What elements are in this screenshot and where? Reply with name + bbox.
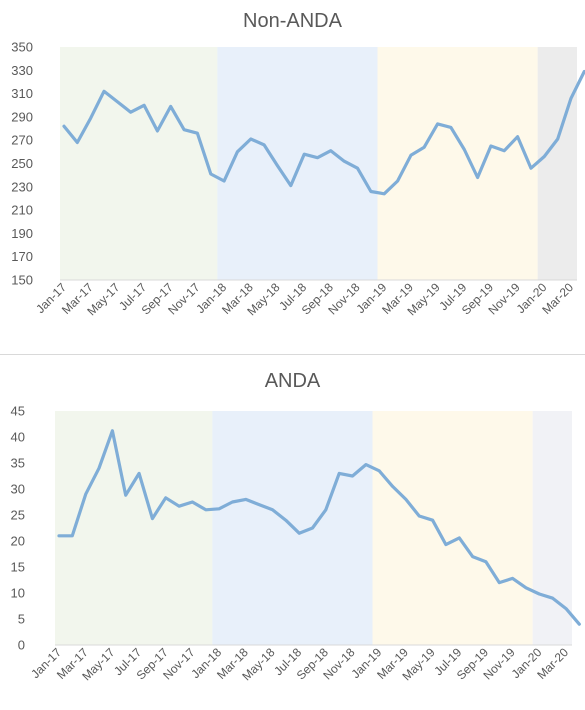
- y-tick-label: 270: [11, 133, 33, 148]
- chart-title: ANDA: [264, 370, 321, 392]
- non-anda-chart: Non-ANDA 150 170 190 210 230 250 270 290 310 330 3…: [0, 0, 585, 352]
- year-band-2: [372, 411, 533, 645]
- y-tick-label: 250: [11, 156, 33, 171]
- y-tick-label: 230: [11, 179, 33, 194]
- year-band-2: [377, 47, 538, 280]
- y-tick-label: 15: [11, 560, 25, 575]
- y-tick-label: 40: [11, 430, 25, 445]
- year-band-0: [55, 411, 213, 645]
- non-anda-plot: 150170190210230250270290310330350Jan-17M…: [11, 40, 585, 318]
- y-tick-label: 45: [11, 404, 25, 419]
- y-tick-label: 290: [11, 109, 33, 124]
- y-tick-label: 10: [11, 586, 25, 601]
- y-tick-label: 30: [11, 482, 25, 497]
- y-tick-label: 35: [11, 456, 25, 471]
- anda-chart: ANDA 0 5 10 15 20 25 30 35 40 45 Jan-17 Mar-17 May-1…: [0, 358, 585, 710]
- y-tick-label: 330: [11, 63, 33, 78]
- y-tick-label: 170: [11, 249, 33, 264]
- y-tick-label: 190: [11, 226, 33, 241]
- chart-divider: [0, 354, 585, 355]
- y-tick-label: 0: [18, 638, 25, 653]
- y-tick-label: 210: [11, 203, 33, 218]
- x-tick-label: Mar-20: [539, 280, 576, 317]
- anda-plot: 051015202530354045Jan-17Mar-17May-17Jul-…: [11, 404, 581, 683]
- y-tick-label: 150: [11, 273, 33, 288]
- year-band-1: [217, 47, 378, 280]
- year-band-3: [532, 411, 572, 645]
- series-line-0: [62, 69, 585, 196]
- y-tick-label: 25: [11, 508, 25, 523]
- series-line-0: [57, 429, 581, 626]
- y-tick-label: 5: [18, 612, 25, 627]
- year-band-3: [537, 47, 577, 280]
- year-band-0: [60, 47, 218, 280]
- x-tick-label: Mar-20: [534, 645, 571, 682]
- y-tick-label: 350: [11, 40, 33, 55]
- y-tick-label: 20: [11, 534, 25, 549]
- y-tick-label: 310: [11, 86, 33, 101]
- chart-title: Non-ANDA: [243, 10, 342, 32]
